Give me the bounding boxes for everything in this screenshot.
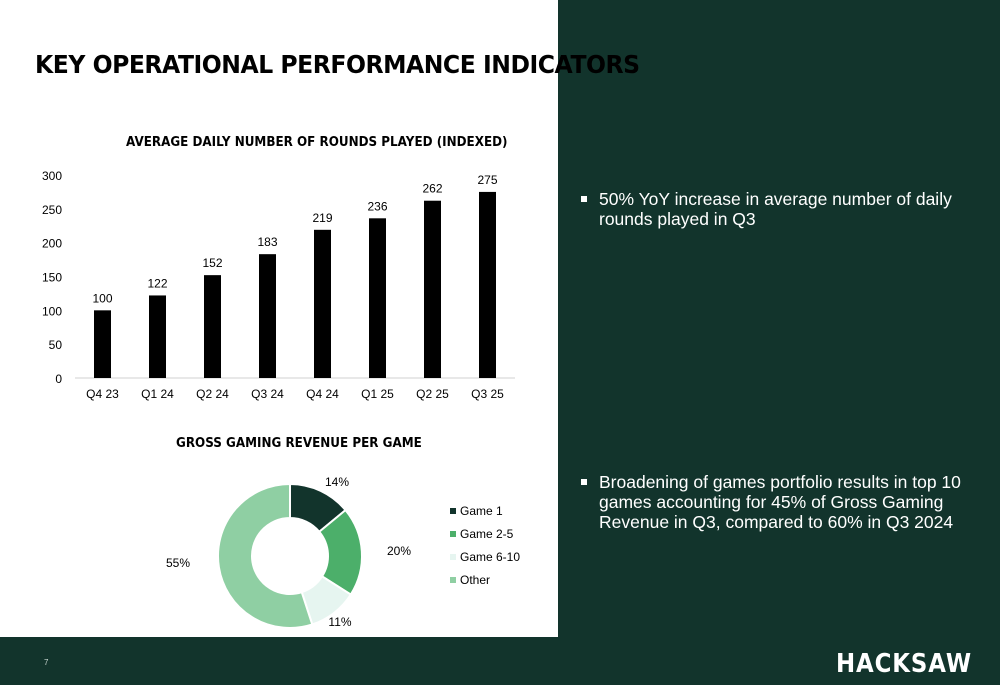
slice-value-label: 55% — [166, 556, 190, 570]
x-tick-label: Q2 25 — [416, 387, 449, 401]
y-tick-label: 150 — [42, 271, 62, 285]
bar-value-label: 262 — [422, 182, 442, 196]
x-tick-label: Q3 24 — [251, 387, 284, 401]
x-tick-label: Q4 24 — [306, 387, 339, 401]
slice-value-label: 11% — [328, 615, 351, 629]
legend-swatch — [450, 554, 456, 560]
legend-swatch — [450, 508, 456, 514]
legend-label: Other — [460, 573, 490, 587]
bullet-games-portfolio: Broadening of games portfolio results in… — [581, 472, 989, 532]
legend-label: Game 2-5 — [460, 527, 514, 541]
legend-label: Game 6-10 — [460, 550, 520, 564]
page-title: KEY OPERATIONAL PERFORMANCE INDICATORS — [35, 50, 640, 79]
legend-swatch — [450, 531, 456, 537]
bar — [314, 229, 331, 378]
bar-value-label: 219 — [312, 211, 332, 225]
bullet-text: Broadening of games portfolio results in… — [599, 472, 961, 532]
hacksaw-logo: HACKSAW — [836, 649, 972, 679]
y-tick-label: 250 — [42, 203, 62, 217]
bar — [369, 218, 386, 378]
bar — [479, 191, 496, 378]
bullet-square-icon — [581, 196, 587, 202]
legend-swatch — [450, 577, 456, 583]
footer-band — [0, 637, 1000, 685]
page-number: 7 — [44, 658, 49, 667]
bullet-rounds-played: 50% YoY increase in average number of da… — [581, 189, 989, 229]
bar-value-label: 152 — [202, 256, 222, 270]
y-tick-label: 100 — [42, 304, 62, 318]
bar — [424, 200, 441, 378]
bar-value-label: 100 — [92, 291, 112, 305]
y-tick-label: 300 — [42, 169, 62, 183]
bar — [149, 295, 166, 378]
x-tick-label: Q1 25 — [361, 387, 394, 401]
donut-chart: 14% 20% 11% 55% Game 1 Game 2-5 Game 6-10 Other — [166, 475, 520, 629]
bar-chart: 0 50 100 150 200 250 300 100 Q4 23 122 Q1 24 152 Q2 … — [42, 169, 515, 401]
bar-value-label: 236 — [367, 199, 387, 213]
x-tick-label: Q1 24 — [141, 387, 174, 401]
y-tick-label: 200 — [42, 237, 62, 251]
bullet-text: 50% YoY increase in average number of da… — [599, 189, 952, 229]
bar-chart-title: AVERAGE DAILY NUMBER OF ROUNDS PLAYED (I… — [126, 135, 508, 150]
left-panel — [0, 0, 558, 637]
legend-label: Game 1 — [460, 504, 503, 518]
y-tick-label: 50 — [49, 338, 63, 352]
bullet-square-icon — [581, 479, 587, 485]
slice-value-label: 14% — [325, 475, 349, 489]
x-tick-label: Q4 23 — [86, 387, 119, 401]
bar — [204, 275, 221, 378]
donut-slice — [217, 482, 314, 629]
bar-value-label: 122 — [147, 276, 167, 290]
right-panel — [558, 0, 1000, 637]
bar — [259, 254, 276, 378]
slice-value-label: 20% — [387, 544, 411, 558]
bar-value-label: 275 — [477, 173, 497, 187]
x-tick-label: Q3 25 — [471, 387, 504, 401]
bar-value-label: 183 — [257, 235, 277, 249]
donut-chart-title: GROSS GAMING REVENUE PER GAME — [176, 436, 422, 451]
x-tick-label: Q2 24 — [196, 387, 229, 401]
bar — [94, 310, 111, 378]
y-tick-label: 0 — [55, 372, 62, 386]
